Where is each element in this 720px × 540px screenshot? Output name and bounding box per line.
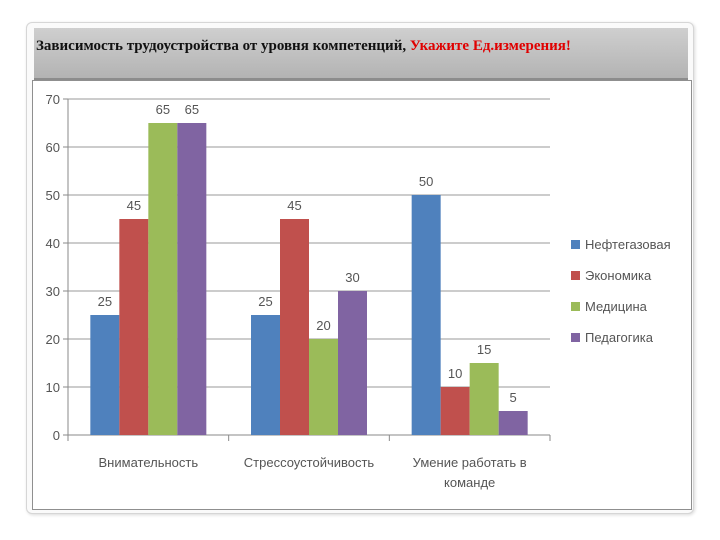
data-label: 20: [316, 318, 330, 333]
bar: [411, 195, 441, 435]
y-tick-label: 50: [46, 188, 60, 203]
category-label: Умение работать в: [413, 455, 527, 470]
y-tick-label: 40: [46, 236, 60, 251]
bar: [309, 339, 338, 435]
bar: [90, 315, 120, 435]
data-label: 65: [185, 102, 199, 117]
bar: [498, 411, 528, 435]
y-tick-label: 30: [46, 284, 60, 299]
category-label: команде: [444, 475, 495, 490]
data-label: 30: [345, 270, 359, 285]
category-label: Внимательность: [99, 455, 199, 470]
title-main: Зависимость трудоустройства от уровня ко…: [36, 38, 407, 54]
legend-label: Нефтегазовая: [585, 237, 671, 252]
legend-swatch: [571, 302, 580, 311]
bar: [119, 219, 149, 435]
data-label: 5: [510, 390, 517, 405]
bar: [338, 291, 367, 435]
legend-swatch: [571, 271, 580, 280]
data-label: 25: [98, 294, 112, 309]
data-label: 25: [258, 294, 272, 309]
legend-label: Экономика: [585, 268, 652, 283]
y-tick-label: 70: [46, 92, 60, 107]
bar: [440, 387, 470, 435]
y-tick-label: 0: [53, 428, 60, 443]
y-tick-label: 60: [46, 140, 60, 155]
bar: [177, 123, 207, 435]
title-band: [34, 28, 688, 80]
data-label: 65: [156, 102, 170, 117]
legend-label: Педагогика: [585, 330, 654, 345]
title-unit-warning: Укажите Ед.измерения!: [409, 38, 571, 54]
legend-swatch: [571, 240, 580, 249]
data-label: 10: [448, 366, 462, 381]
bar: [251, 315, 280, 435]
bar: [280, 219, 309, 435]
legend-label: Медицина: [585, 299, 648, 314]
slide-title: Зависимость трудоустройства от уровня ко…: [36, 38, 688, 55]
bar: [469, 363, 499, 435]
data-label: 50: [419, 174, 433, 189]
bar: [148, 123, 178, 435]
data-label: 15: [477, 342, 491, 357]
y-tick-label: 20: [46, 332, 60, 347]
legend-swatch: [571, 333, 580, 342]
y-tick-label: 10: [46, 380, 60, 395]
data-label: 45: [287, 198, 301, 213]
data-label: 45: [127, 198, 141, 213]
category-label: Стрессоустойчивость: [244, 455, 375, 470]
